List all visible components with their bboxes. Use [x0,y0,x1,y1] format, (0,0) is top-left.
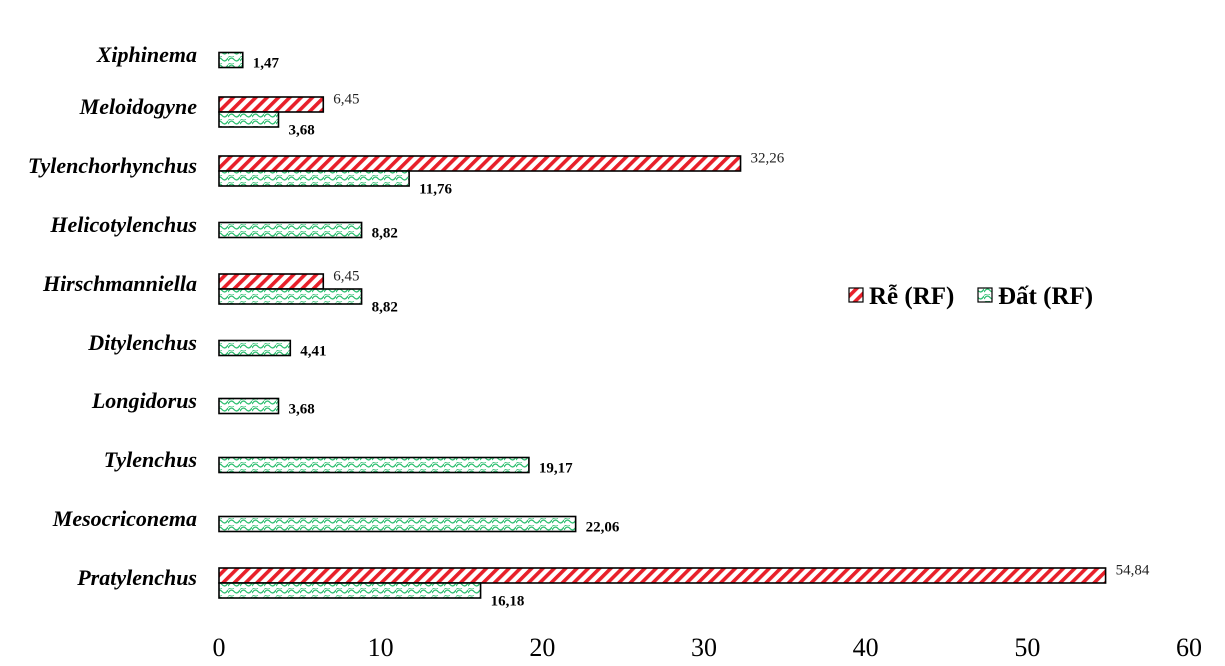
legend-label-dat-rf: Đất (RF) [998,283,1093,310]
x-tick-label-20: 20 [529,633,555,662]
data-label-dat-rf-tylenchorhynchus: 11,76 [419,181,452,197]
bar-dat-rf-meloidogyne [218,111,280,128]
x-tick-label-10: 10 [368,633,394,662]
category-label-helicotylenchus: Helicotylenchus [49,212,197,237]
bar-dat-rf-pratylenchus [218,582,482,599]
category-label-ditylenchus: Ditylenchus [87,330,197,355]
legend-label-re-rf: Rễ (RF) [869,283,954,310]
data-label-re-rf-tylenchorhynchus: 32,26 [751,150,785,166]
category-label-hirschmanniella: Hirschmanniella [42,271,197,296]
bar-dat-rf-helicotylenchus [218,221,363,239]
bar-re-rf-tylenchorhynchus [218,155,742,172]
x-tick-label-40: 40 [853,633,879,662]
category-label-tylenchorhynchus: Tylenchorhynchus [28,153,197,178]
x-tick-label-50: 50 [1014,633,1040,662]
x-tick-label-0: 0 [213,633,226,662]
bar-re-rf-meloidogyne [218,96,325,113]
data-label-re-rf-hirschmanniella: 6,45 [333,268,359,284]
data-label-dat-rf-ditylenchus: 4,41 [300,343,326,359]
category-label-longidorus: Longidorus [91,388,197,413]
x-tick-label-60: 60 [1176,633,1202,662]
data-label-dat-rf-longidorus: 3,68 [288,401,314,417]
bar-dat-rf-ditylenchus [218,339,292,357]
data-label-re-rf-meloidogyne: 6,45 [333,91,359,107]
legend-swatch-re-rf [848,287,864,303]
data-label-dat-rf-mesocriconema: 22,06 [586,519,620,535]
data-label-dat-rf-pratylenchus: 16,18 [491,593,525,609]
bar-dat-rf-hirschmanniella [218,288,363,305]
bar-re-rf-pratylenchus [218,567,1107,584]
data-label-dat-rf-helicotylenchus: 8,82 [372,225,398,241]
data-label-dat-rf-xiphinema: 1,47 [253,55,280,71]
value-labels-layer: 1,47 6,45 3,68 32,26 11,76 8,82 6,45 8,82 4,41 3,… [253,55,1150,609]
category-label-meloidogyne: Meloidogyne [79,94,198,119]
category-label-pratylenchus: Pratylenchus [76,565,197,590]
legend-swatch-dat-rf [977,287,993,303]
category-label-tylenchus: Tylenchus [104,447,197,472]
x-axis-ticks: 0 10 20 30 40 50 60 [213,633,1203,662]
category-label-xiphinema: Xiphinema [96,42,197,67]
bar-re-rf-hirschmanniella [218,273,325,290]
bar-dat-rf-mesocriconema [218,515,577,533]
bars-layer [218,51,1107,599]
data-label-dat-rf-tylenchus: 19,17 [539,460,573,476]
category-labels-layer: Xiphinema Meloidogyne Tylenchorhynchus Heli… [28,42,197,590]
bar-dat-rf-longidorus [218,397,280,415]
data-label-dat-rf-meloidogyne: 3,68 [288,122,314,138]
category-label-mesocriconema: Mesocriconema [52,506,197,531]
data-label-re-rf-pratylenchus: 54,84 [1116,562,1150,578]
x-tick-label-30: 30 [691,633,717,662]
bar-dat-rf-tylenchorhynchus [218,170,410,187]
bar-dat-rf-xiphinema [218,51,244,69]
bar-dat-rf-tylenchus [218,456,530,474]
data-label-dat-rf-hirschmanniella: 8,82 [372,299,398,315]
legend: Rễ (RF) Đất (RF) [848,283,1093,310]
